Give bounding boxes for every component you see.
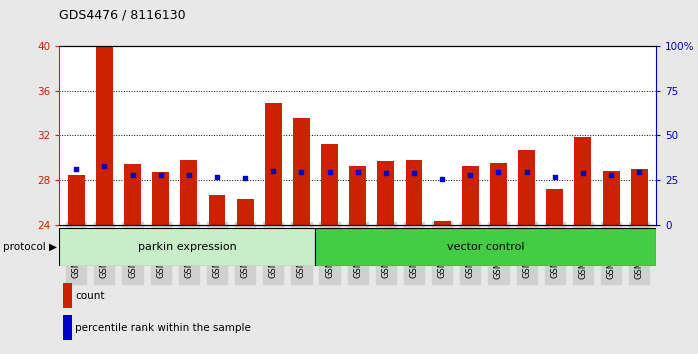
Point xyxy=(127,172,138,177)
Bar xyxy=(433,222,451,225)
Point xyxy=(436,176,447,182)
Point xyxy=(211,174,223,179)
Point xyxy=(184,172,195,177)
Point xyxy=(239,175,251,181)
Point xyxy=(549,174,560,179)
Bar xyxy=(63,315,71,340)
Point xyxy=(99,163,110,169)
Point xyxy=(634,170,645,175)
Point xyxy=(465,172,476,177)
Bar xyxy=(124,165,141,225)
Bar xyxy=(59,228,315,266)
Point xyxy=(380,171,392,176)
Bar xyxy=(547,189,563,225)
Bar xyxy=(602,171,620,225)
Text: percentile rank within the sample: percentile rank within the sample xyxy=(75,323,251,333)
Bar xyxy=(574,137,591,225)
Bar xyxy=(349,166,366,225)
Bar xyxy=(518,150,535,225)
Point xyxy=(70,166,82,172)
Point xyxy=(605,172,616,177)
Bar xyxy=(68,175,84,225)
Point xyxy=(577,171,588,176)
Text: parkin expression: parkin expression xyxy=(138,242,237,252)
Text: protocol ▶: protocol ▶ xyxy=(3,242,57,252)
Bar xyxy=(631,169,648,225)
Point xyxy=(521,170,532,175)
Bar xyxy=(378,161,394,225)
Bar xyxy=(63,283,71,308)
Text: vector control: vector control xyxy=(447,242,524,252)
Point xyxy=(296,170,307,175)
Bar xyxy=(209,195,225,225)
Bar xyxy=(490,163,507,225)
Point xyxy=(324,170,335,175)
Point xyxy=(408,171,419,176)
Bar xyxy=(315,228,656,266)
Point xyxy=(352,170,363,175)
Point xyxy=(155,172,166,177)
Bar xyxy=(293,118,310,225)
Point xyxy=(493,170,504,175)
Bar xyxy=(321,144,338,225)
Bar xyxy=(265,103,282,225)
Bar xyxy=(180,160,198,225)
Bar xyxy=(462,166,479,225)
Bar xyxy=(237,199,253,225)
Text: GDS4476 / 8116130: GDS4476 / 8116130 xyxy=(59,9,186,22)
Text: count: count xyxy=(75,291,105,301)
Point xyxy=(268,169,279,174)
Bar xyxy=(152,172,169,225)
Bar xyxy=(96,47,113,225)
Bar xyxy=(406,160,422,225)
